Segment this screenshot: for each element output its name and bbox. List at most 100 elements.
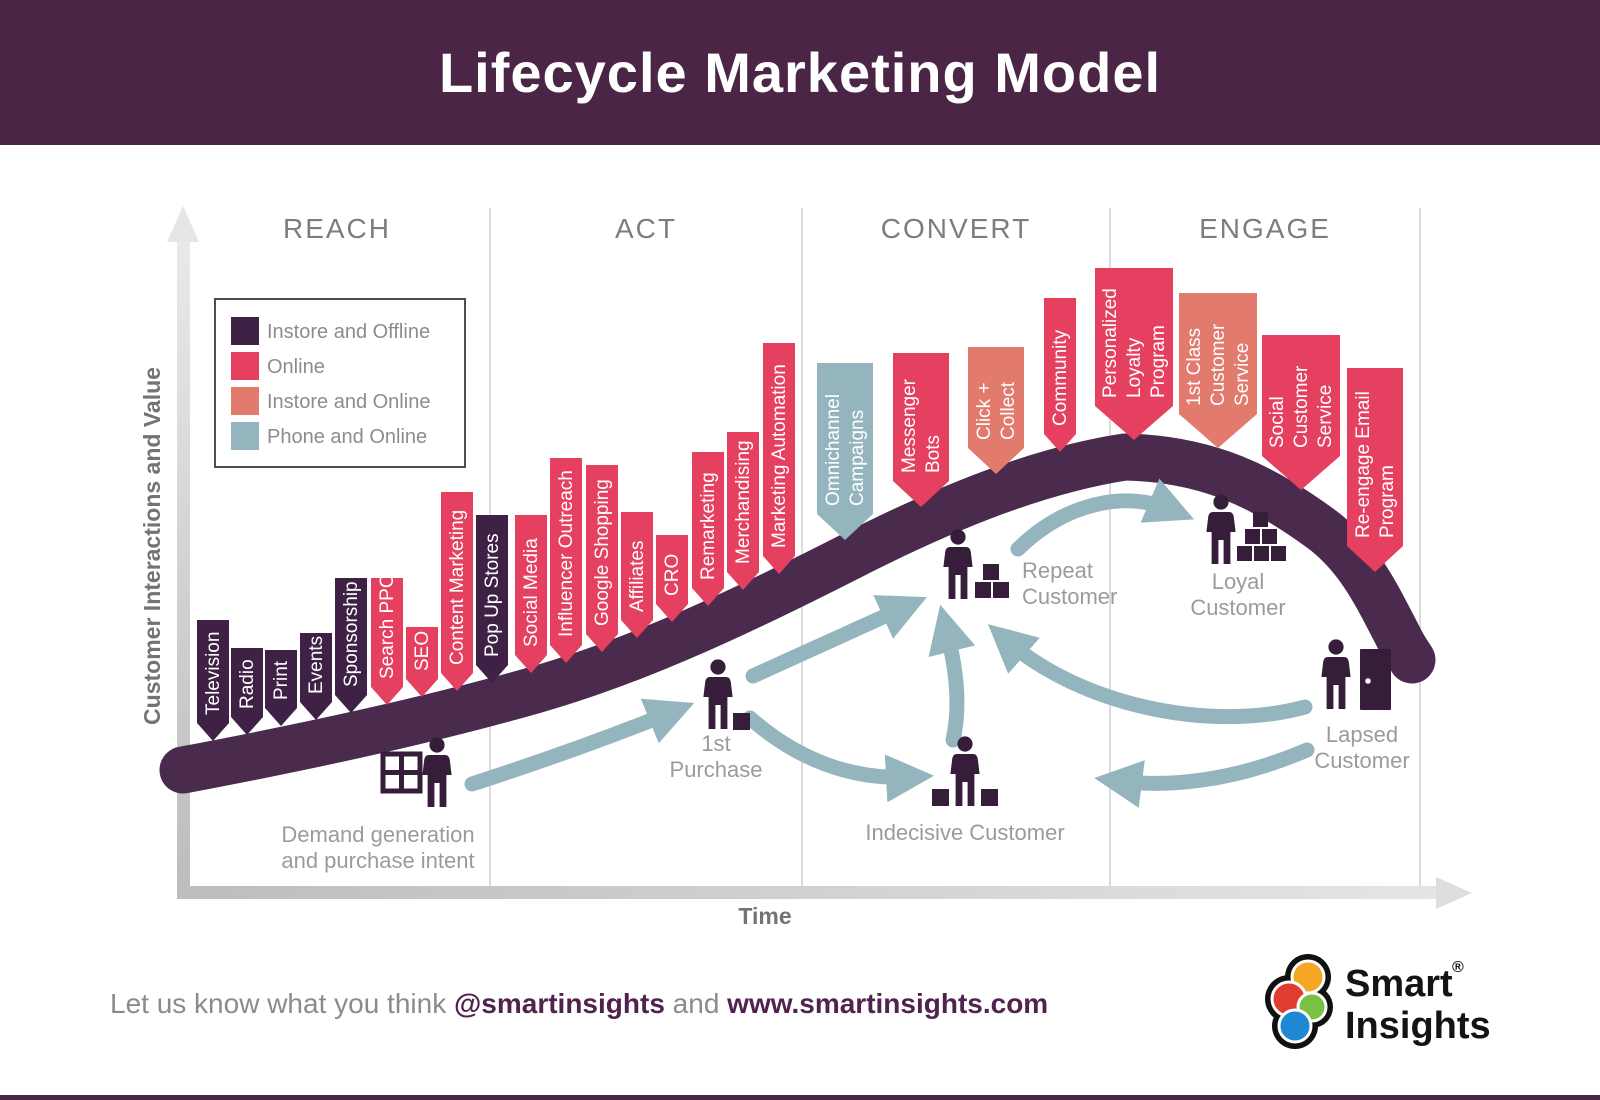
svg-text:Google Shopping: Google Shopping	[592, 479, 613, 626]
arrow-indecisive-to-repeat	[928, 604, 976, 748]
first-purchase-group: 1st Purchase	[670, 659, 762, 782]
logo-word-smart: Smart	[1345, 963, 1453, 1005]
svg-text:Omnichannel: Omnichannel	[823, 394, 844, 506]
arrow-demand-to-first-purchase	[464, 698, 695, 792]
svg-text:Messenger: Messenger	[899, 378, 920, 473]
box-icon	[993, 582, 1009, 598]
svg-text:Community: Community	[1050, 329, 1071, 426]
channel-messenger-bots: Messenger Bots	[893, 353, 949, 507]
legend: Instore and Offline Online Instore and O…	[214, 298, 466, 468]
legend-swatch-online	[231, 352, 259, 380]
svg-text:Personalized: Personalized	[1100, 288, 1121, 398]
svg-text:1st Class: 1st Class	[1184, 328, 1205, 406]
channel-influencer-outreach: Influencer Outreach	[550, 458, 582, 663]
bottom-accent-bar	[0, 1095, 1600, 1100]
box-icon	[733, 713, 750, 730]
box-icon	[1245, 529, 1260, 544]
indecisive-customer-group: Indecisive Customer	[865, 736, 1065, 845]
box-icon	[1271, 546, 1286, 561]
svg-text:Loyalty: Loyalty	[1124, 337, 1145, 398]
channel-events: Events	[300, 633, 332, 720]
svg-text:Influencer Outreach: Influencer Outreach	[556, 470, 577, 637]
svg-text:Affiliates: Affiliates	[627, 541, 648, 612]
window-icon	[380, 751, 423, 794]
y-axis-arrow-icon	[167, 206, 199, 242]
channel-content-marketing: Content Marketing	[441, 492, 473, 691]
channel-seo: SEO	[406, 627, 438, 697]
svg-text:Click +: Click +	[974, 382, 995, 440]
legend-label-phone-online: Phone and Online	[267, 426, 427, 448]
svg-text:Marketing Automation: Marketing Automation	[769, 364, 790, 548]
lapsed-customer-group: Lapsed Customer	[1314, 639, 1410, 773]
arrow-first-purchase-to-repeat	[745, 595, 927, 684]
stage-label-convert: CONVERT	[881, 213, 1031, 244]
stage-label-reach: REACH	[283, 213, 391, 244]
arrow-lapsed-to-indecisive	[1094, 742, 1315, 808]
door-icon	[1360, 649, 1391, 710]
y-axis-line	[177, 238, 190, 886]
svg-text:Program: Program	[1377, 465, 1398, 538]
channel-click-and-collect: Click + Collect	[968, 347, 1024, 474]
box-icon	[983, 564, 999, 580]
svg-text:CRO: CRO	[662, 554, 683, 596]
channel-merchandising: Merchandising	[727, 432, 759, 590]
svg-text:Sponsorship: Sponsorship	[341, 581, 362, 687]
box-icon	[1237, 546, 1252, 561]
svg-text:Bots: Bots	[923, 435, 944, 473]
channel-social-media: Social Media	[515, 515, 547, 673]
channel-social-customer-service: Social Customer Service	[1262, 335, 1340, 490]
svg-text:Events: Events	[306, 636, 327, 694]
svg-text:Campaigns: Campaigns	[847, 410, 868, 506]
footer-text-connector: and	[664, 988, 728, 1019]
svg-text:Pop Up Stores: Pop Up Stores	[482, 533, 503, 657]
channel-television: Television	[197, 620, 229, 741]
svg-text:Merchandising: Merchandising	[733, 440, 754, 564]
demand-caption-line2: and purchase intent	[281, 848, 474, 873]
footer-website-url[interactable]: www.smartinsights.com	[727, 988, 1049, 1019]
legend-swatch-phone-online	[231, 422, 259, 450]
arrow-first-purchase-to-indecisive	[742, 710, 934, 803]
svg-text:Radio: Radio	[237, 659, 258, 709]
loyal-caption-line2: Customer	[1190, 595, 1285, 620]
box-icon	[981, 789, 998, 806]
svg-text:Program: Program	[1148, 325, 1169, 398]
footer-social-handle[interactable]: @smartinsights	[453, 988, 665, 1019]
page-title: Lifecycle Marketing Model	[438, 41, 1162, 104]
footer-message: Let us know what you think @smartinsight…	[110, 988, 1048, 1020]
arrow-repeat-to-loyal	[1010, 478, 1195, 557]
x-axis-label: Time	[738, 903, 791, 929]
person-icon	[1321, 639, 1351, 709]
loyal-customer-group: Loyal Customer	[1190, 494, 1286, 620]
svg-text:Remarketing: Remarketing	[698, 472, 719, 580]
legend-label-instore-offline: Instore and Offline	[267, 321, 430, 343]
person-icon	[943, 529, 973, 599]
y-axis-label: Customer Interactions and Value	[139, 367, 165, 725]
box-icon	[1253, 512, 1268, 527]
svg-text:SEO: SEO	[412, 631, 433, 671]
svg-text:Re-engage Email: Re-engage Email	[1353, 391, 1374, 538]
channel-print: Print	[265, 650, 297, 726]
arrow-lapsed-to-repeat	[987, 624, 1313, 725]
first-purchase-caption-line1: 1st	[701, 731, 730, 756]
repeat-caption-line2: Customer	[1022, 584, 1117, 609]
channel-marketing-automation: Marketing Automation	[763, 343, 795, 574]
stage-label-act: ACT	[615, 213, 677, 244]
repeat-customer-group: Repeat Customer	[943, 529, 1117, 609]
legend-label-online: Online	[267, 356, 325, 378]
loyal-caption-line1: Loyal	[1212, 569, 1265, 594]
svg-text:Search PPC: Search PPC	[377, 574, 398, 679]
box-icon	[1262, 529, 1277, 544]
lapsed-caption-line1: Lapsed	[1326, 722, 1398, 747]
channel-first-class-customer-service: 1st Class Customer Service	[1179, 293, 1257, 448]
smart-insights-logo: Smart ® Insights	[1265, 954, 1491, 1049]
channel-remarketing: Remarketing	[692, 452, 724, 606]
x-axis-line	[177, 886, 1437, 899]
channel-affiliates: Affiliates	[621, 512, 653, 638]
svg-text:Print: Print	[271, 660, 292, 700]
svg-text:Collect: Collect	[998, 381, 1019, 440]
channel-search-ppc: Search PPC	[371, 574, 403, 705]
person-icon	[422, 737, 452, 807]
box-icon	[975, 582, 991, 598]
legend-swatch-instore-online	[231, 387, 259, 415]
